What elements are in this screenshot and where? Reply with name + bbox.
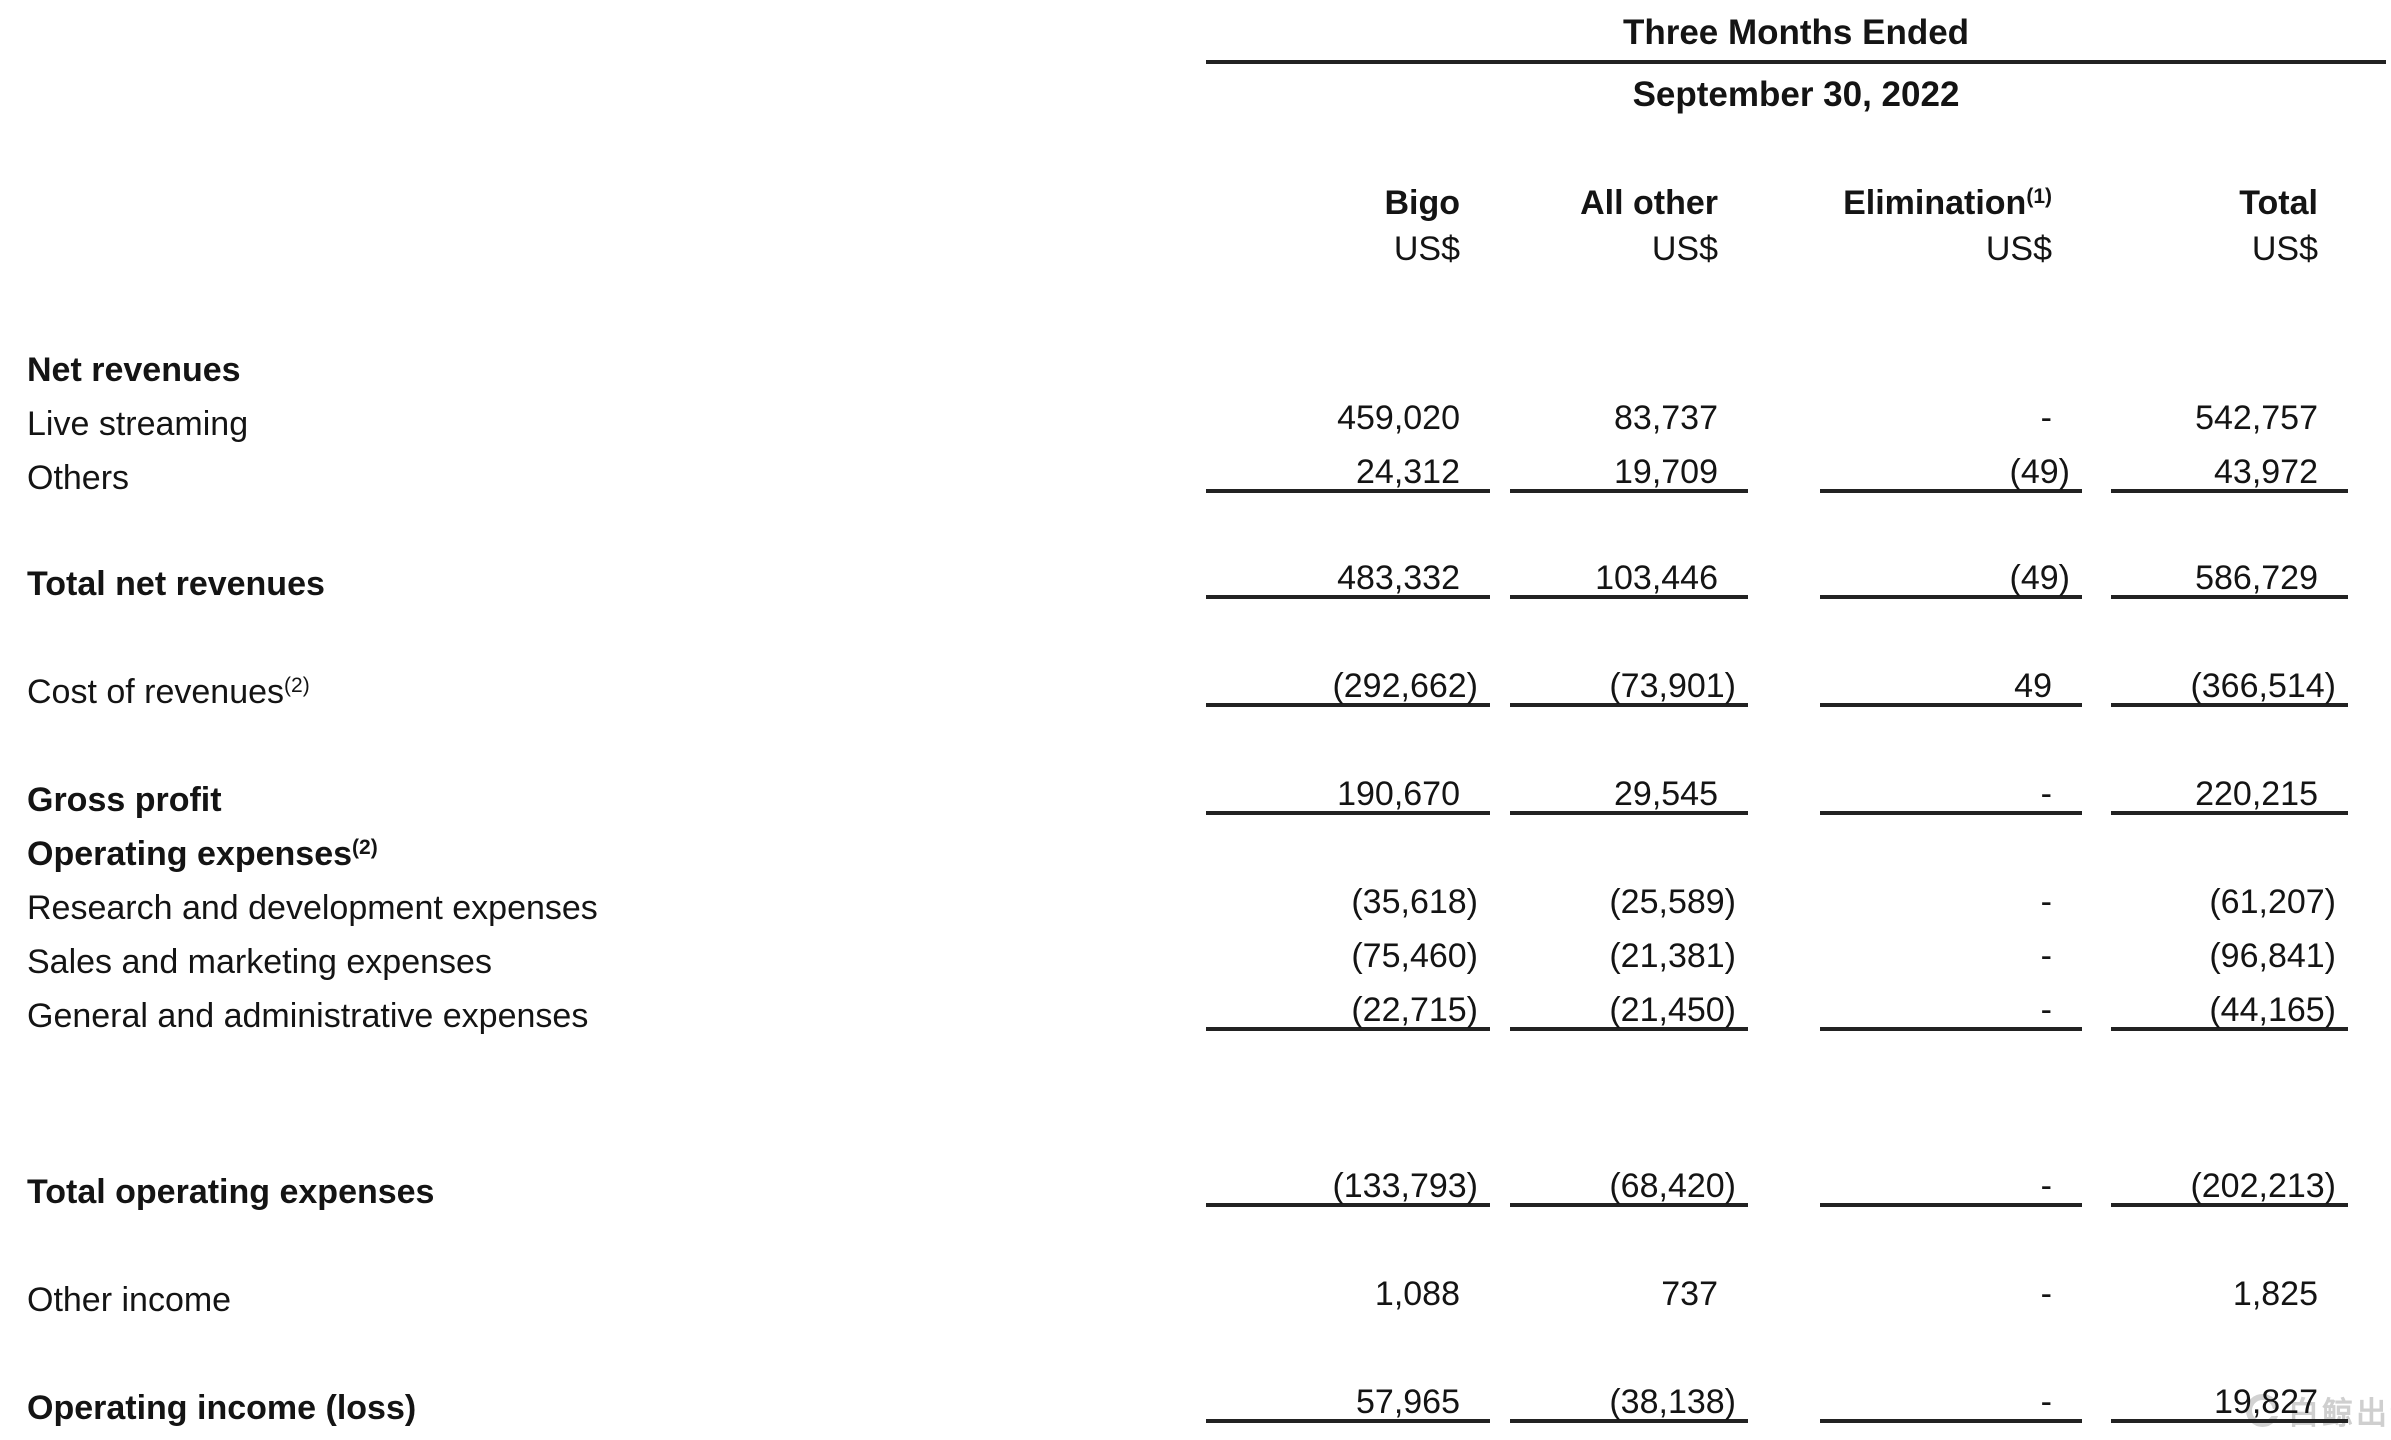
value-cell: (96,841)	[2209, 937, 2336, 975]
value-cell: (22,715)	[1206, 989, 1490, 1031]
value-cell: 459,020	[1337, 399, 1460, 437]
row-label: Operating income (loss)	[27, 1389, 417, 1427]
row-cost-of-revenues: Cost of revenues(2) (292,662) (73,901) 4…	[0, 665, 2391, 711]
watermark-text: 白鲸出海	[2288, 1395, 2391, 1432]
value-cell: 586,729	[2111, 557, 2348, 599]
unit-elimination: US$	[1985, 230, 2052, 268]
row-general-administrative: General and administrative expenses (22,…	[0, 989, 2391, 1035]
column-header-all-other: All other	[1580, 184, 1718, 222]
value-cell: (202,213)	[2111, 1165, 2348, 1207]
value-cell: -	[2040, 883, 2052, 921]
value-cell: -	[1820, 773, 2082, 815]
row-total-operating-expenses: Total operating expenses (133,793) (68,4…	[0, 1165, 2391, 1211]
value-cell: 737	[1661, 1275, 1718, 1313]
row-label: Cost of revenues(2)	[27, 673, 310, 711]
value-cell: 542,757	[2195, 399, 2318, 437]
value-cell: (49)	[1820, 557, 2082, 599]
row-operating-income-loss: Operating income (loss) 57,965 (38,138) …	[0, 1381, 2391, 1427]
period-underline	[1206, 60, 2386, 64]
watermark-logo-icon	[2246, 1393, 2279, 1427]
row-live-streaming: Live streaming 459,020 83,737 - 542,757	[0, 397, 2391, 443]
row-other-income: Other income 1,088 737 - 1,825	[0, 1273, 2391, 1319]
value-cell: (73,901)	[1510, 665, 1748, 707]
value-cell: (366,514)	[2111, 665, 2348, 707]
unit-all-other: US$	[1651, 230, 1718, 268]
value-cell: 19,709	[1510, 451, 1748, 493]
period-date: September 30, 2022	[1632, 75, 1960, 114]
value-cell: (44,165)	[2111, 989, 2348, 1031]
row-others: Others 24,312 19,709 (49) 43,972	[0, 451, 2391, 497]
row-label: Total net revenues	[27, 565, 325, 603]
value-cell: (75,460)	[1351, 937, 1478, 975]
column-header-elimination: Elimination(1)	[1843, 184, 2052, 222]
value-cell: -	[2040, 1275, 2052, 1313]
value-cell: 483,332	[1206, 557, 1490, 599]
row-label: Gross profit	[27, 781, 222, 819]
value-cell: (61,207)	[2209, 883, 2336, 921]
value-cell: 19,827	[2111, 1381, 2348, 1423]
value-cell: (133,793)	[1206, 1165, 1490, 1207]
value-cell: 220,215	[2111, 773, 2348, 815]
value-cell: -	[1820, 1165, 2082, 1207]
value-cell: -	[2040, 937, 2052, 975]
value-cell: -	[1820, 989, 2082, 1031]
value-cell: 24,312	[1206, 451, 1490, 493]
value-cell: (49)	[1820, 451, 2082, 493]
row-label: Others	[27, 459, 130, 497]
value-cell: 190,670	[1206, 773, 1490, 815]
value-cell: -	[2040, 399, 2052, 437]
value-cell: 43,972	[2111, 451, 2348, 493]
unit-total: US$	[2251, 230, 2318, 268]
row-net-revenues: Net revenues	[0, 343, 2391, 389]
value-cell: 29,545	[1510, 773, 1748, 815]
value-cell: 49	[1820, 665, 2082, 707]
row-research-development: Research and development expenses (35,61…	[0, 881, 2391, 927]
value-cell: (38,138)	[1510, 1381, 1748, 1423]
row-label: Total operating expenses	[27, 1173, 435, 1211]
column-header-row: Bigo All other Elimination(1) Total	[0, 176, 2391, 222]
watermark: 白鲸出海	[2246, 1392, 2391, 1432]
row-sales-marketing: Sales and marketing expenses (75,460) (2…	[0, 935, 2391, 981]
value-cell: 1,088	[1374, 1275, 1460, 1313]
row-operating-expenses: Operating expenses(2)	[0, 827, 2391, 873]
row-label: Other income	[27, 1281, 232, 1319]
value-cell: 57,965	[1206, 1381, 1490, 1423]
row-gross-profit: Gross profit 190,670 29,545 - 220,215	[0, 773, 2391, 819]
period-title: Three Months Ended	[1622, 13, 1970, 52]
value-cell: (21,381)	[1609, 937, 1736, 975]
row-label: Operating expenses(2)	[27, 835, 378, 873]
row-label: Net revenues	[27, 351, 241, 389]
value-cell: (35,618)	[1351, 883, 1478, 921]
column-header-total: Total	[2239, 184, 2318, 222]
row-label: General and administrative expenses	[27, 997, 589, 1035]
unit-bigo: US$	[1393, 230, 1460, 268]
value-cell: -	[1820, 1381, 2082, 1423]
currency-unit-row: US$ US$ US$ US$	[0, 228, 2391, 270]
value-cell: (68,420)	[1510, 1165, 1748, 1207]
column-header-bigo: Bigo	[1384, 184, 1460, 222]
row-label: Sales and marketing expenses	[27, 943, 492, 981]
row-label: Live streaming	[27, 405, 249, 443]
value-cell: 83,737	[1614, 399, 1718, 437]
value-cell: (25,589)	[1609, 883, 1736, 921]
value-cell: 1,825	[2232, 1275, 2318, 1313]
value-cell: 103,446	[1510, 557, 1748, 599]
row-total-net-revenues: Total net revenues 483,332 103,446 (49) …	[0, 557, 2391, 603]
value-cell: (21,450)	[1510, 989, 1748, 1031]
row-label: Research and development expenses	[27, 889, 598, 927]
value-cell: (292,662)	[1206, 665, 1490, 707]
